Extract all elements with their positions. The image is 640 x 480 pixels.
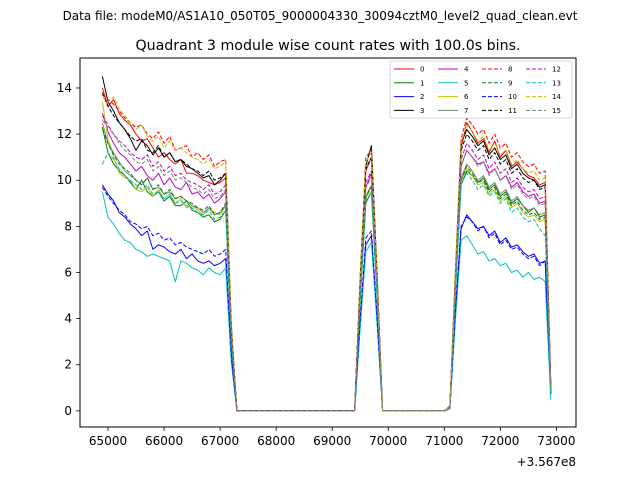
legend-label-3: 3 xyxy=(420,107,424,115)
legend-label-0: 0 xyxy=(420,66,424,74)
x-tick-label-67000: 67000 xyxy=(201,434,239,448)
y-tick-label-10: 10 xyxy=(57,173,72,187)
legend-label-12: 12 xyxy=(552,66,561,74)
series-line-8 xyxy=(102,94,552,412)
x-tick-label-65000: 65000 xyxy=(89,434,127,448)
series-line-15 xyxy=(102,119,552,412)
y-tick-label-12: 12 xyxy=(57,127,72,141)
legend-label-13: 13 xyxy=(552,79,561,87)
y-tick-label-0: 0 xyxy=(64,404,72,418)
x-offset-label: +3.567e8 xyxy=(517,455,576,469)
x-tick-label-70000: 70000 xyxy=(369,434,407,448)
legend-box xyxy=(389,60,573,119)
x-tick-label-71000: 71000 xyxy=(425,434,463,448)
legend-label-14: 14 xyxy=(552,93,561,101)
legend-label-6: 6 xyxy=(464,93,469,101)
legend-label-5: 5 xyxy=(464,79,468,87)
legend-label-11: 11 xyxy=(508,107,517,115)
legend-label-1: 1 xyxy=(420,79,424,87)
legend-label-7: 7 xyxy=(464,107,468,115)
plot-area xyxy=(80,58,576,427)
x-tick-label-69000: 69000 xyxy=(313,434,351,448)
y-axis: 0 2 4 6 8 10 12 14 xyxy=(57,81,80,418)
y-tick-label-8: 8 xyxy=(64,219,72,233)
legend-label-8: 8 xyxy=(508,66,512,74)
plot-frame xyxy=(79,57,577,428)
x-tick-label-68000: 68000 xyxy=(257,434,295,448)
x-tick-label-73000: 73000 xyxy=(537,434,575,448)
x-tick-label-72000: 72000 xyxy=(481,434,519,448)
chart-suptitle: Data file: modeM0/AS1A10_050T05_90000043… xyxy=(63,9,578,23)
y-tick-label-6: 6 xyxy=(64,265,72,279)
legend-label-4: 4 xyxy=(464,66,469,74)
series-layer xyxy=(101,76,552,412)
x-axis: 65000 66000 67000 68000 69000 70000 71000 72000… xyxy=(89,427,575,448)
legend-label-10: 10 xyxy=(508,93,517,101)
legend-label-2: 2 xyxy=(420,93,424,101)
y-tick-label-4: 4 xyxy=(64,312,72,326)
chart-title: Quadrant 3 module wise count rates with … xyxy=(135,38,520,54)
y-tick-label-2: 2 xyxy=(64,358,72,372)
legend-label-9: 9 xyxy=(508,79,512,87)
x-tick-label-66000: 66000 xyxy=(145,434,183,448)
y-tick-label-14: 14 xyxy=(57,81,72,95)
legend-label-15: 15 xyxy=(552,107,561,115)
